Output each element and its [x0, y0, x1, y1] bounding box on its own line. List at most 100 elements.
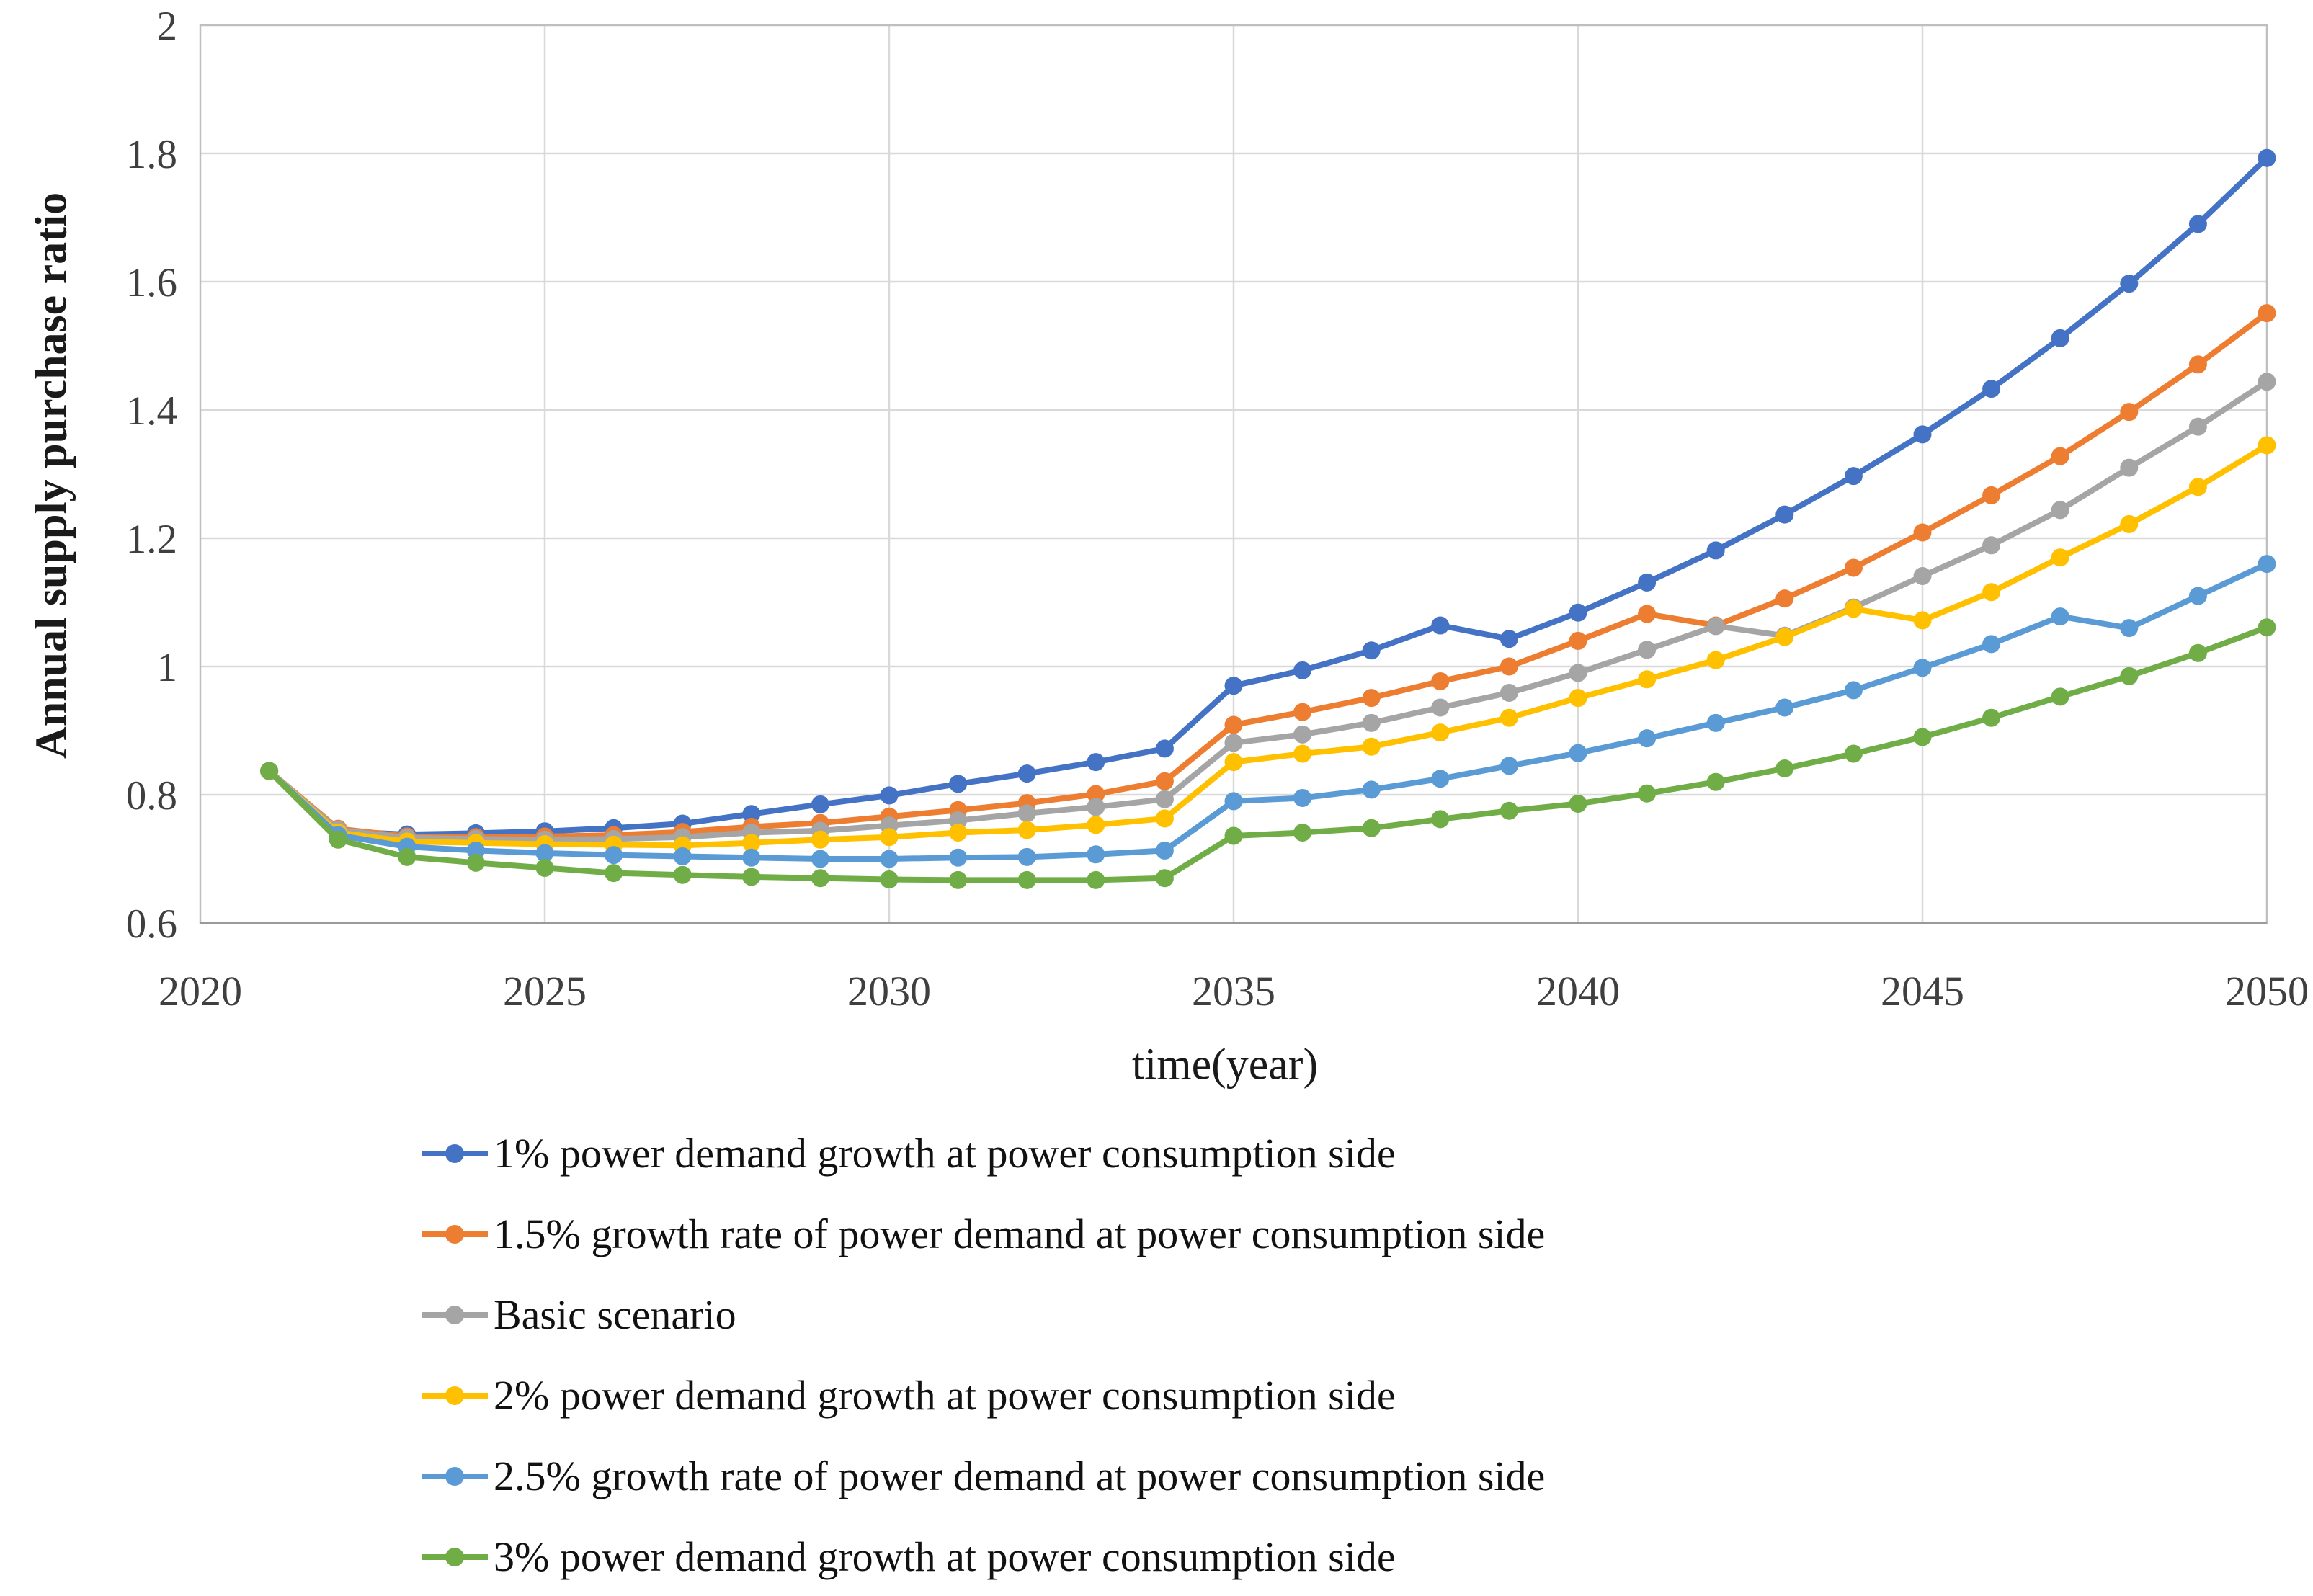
- legend-label: 1% power demand growth at power consumpt…: [494, 1130, 1396, 1177]
- data-point: [2258, 436, 2276, 455]
- y-tick-labels: 0.6 0.8 1 1.2 1.4 1.6 1.8 2: [126, 4, 177, 947]
- series-line: [266, 310, 2270, 840]
- series-5: [260, 618, 2276, 889]
- data-point: [1638, 729, 1657, 748]
- data-point: [1982, 635, 2001, 654]
- data-point: [1362, 780, 1381, 799]
- data-point: [673, 847, 692, 865]
- data-point: [1017, 847, 1036, 866]
- data-point: [1706, 713, 1725, 732]
- data-point: [260, 762, 279, 780]
- data-point: [1431, 616, 1450, 635]
- y-tick-label: 2: [157, 4, 178, 49]
- data-point: [742, 805, 761, 824]
- x-tick-label: 2050: [2225, 968, 2309, 1015]
- data-point: [1499, 683, 1518, 702]
- data-point: [1982, 583, 2001, 602]
- y-tick-label: 1: [157, 645, 178, 690]
- data-point: [1431, 770, 1450, 788]
- legend-label: 1.5% growth rate of power demand at powe…: [494, 1211, 1546, 1257]
- data-point: [2258, 555, 2276, 574]
- data-point: [1431, 723, 1450, 742]
- series-2: [260, 373, 2276, 849]
- data-point: [742, 868, 761, 886]
- data-point: [2120, 619, 2139, 638]
- data-point: [1155, 772, 1174, 790]
- data-point: [1155, 739, 1174, 758]
- data-point: [2120, 458, 2139, 477]
- legend-item: Basic scenario: [422, 1290, 1545, 1340]
- data-point: [535, 844, 554, 862]
- x-tick-label: 2025: [503, 968, 587, 1015]
- data-point: [1293, 703, 1312, 721]
- data-point: [1224, 826, 1243, 845]
- data-point: [2051, 329, 2069, 347]
- data-point: [2051, 447, 2069, 465]
- data-point: [1087, 845, 1105, 864]
- data-point: [1087, 785, 1105, 803]
- data-point: [2258, 373, 2276, 391]
- data-point: [1775, 628, 1794, 646]
- data-point: [1431, 810, 1450, 829]
- data-point: [1569, 664, 1587, 682]
- data-point: [1224, 792, 1243, 811]
- legend-label: Basic scenario: [494, 1291, 736, 1338]
- data-point: [1017, 821, 1036, 839]
- data-point: [1638, 784, 1657, 803]
- data-point: [1087, 816, 1105, 834]
- data-point: [1087, 753, 1105, 772]
- data-point: [2258, 618, 2276, 637]
- data-point: [1224, 753, 1243, 772]
- data-point: [1844, 467, 1863, 486]
- data-point: [2188, 355, 2207, 374]
- series-line: [266, 155, 2270, 838]
- data-point: [2188, 643, 2207, 662]
- data-point: [1775, 698, 1794, 717]
- series-4: [260, 555, 2276, 868]
- legend-item: 2.5% growth rate of power demand at powe…: [422, 1451, 1545, 1502]
- data-point: [1293, 788, 1312, 807]
- data-point: [1569, 794, 1587, 813]
- legend-item: 3% power demand growth at power consumpt…: [422, 1532, 1545, 1582]
- data-point: [1155, 809, 1174, 828]
- data-point: [2188, 215, 2207, 233]
- x-tick-label: 2030: [847, 968, 931, 1015]
- data-point: [1569, 744, 1587, 762]
- y-tick-label: 0.6: [126, 901, 177, 947]
- legend-item: 2% power demand growth at power consumpt…: [422, 1370, 1545, 1421]
- y-tick-label: 0.8: [126, 773, 177, 819]
- series-3: [260, 436, 2276, 855]
- legend-label: 2.5% growth rate of power demand at powe…: [494, 1453, 1546, 1499]
- series-line: [266, 442, 2270, 849]
- data-point: [1913, 611, 1932, 630]
- data-point: [1155, 869, 1174, 888]
- data-point: [1982, 708, 2001, 727]
- data-point: [1224, 734, 1243, 752]
- data-point: [880, 870, 899, 888]
- data-point: [2051, 607, 2069, 626]
- data-point: [2188, 587, 2207, 605]
- legend-item: 1.5% growth rate of power demand at powe…: [422, 1209, 1545, 1260]
- legend-marker-icon: [422, 1225, 488, 1244]
- data-point: [1913, 425, 1932, 444]
- data-point: [1844, 681, 1863, 700]
- data-point: [1017, 764, 1036, 783]
- data-point: [1982, 380, 2001, 398]
- data-point: [1362, 689, 1381, 708]
- data-point: [2188, 417, 2207, 436]
- data-point: [329, 830, 347, 849]
- data-point: [1431, 672, 1450, 690]
- data-point: [1569, 603, 1587, 622]
- data-point: [1569, 631, 1587, 650]
- legend-item: 1% power demand growth at power consumpt…: [422, 1128, 1545, 1179]
- data-point: [466, 853, 485, 872]
- data-point: [2120, 275, 2139, 293]
- data-point: [1224, 677, 1243, 695]
- data-point: [1982, 536, 2001, 555]
- data-point: [1775, 505, 1794, 524]
- data-point: [2120, 403, 2139, 422]
- data-point: [398, 847, 416, 866]
- y-axis-title: Annual supply purchase ratio: [27, 192, 76, 759]
